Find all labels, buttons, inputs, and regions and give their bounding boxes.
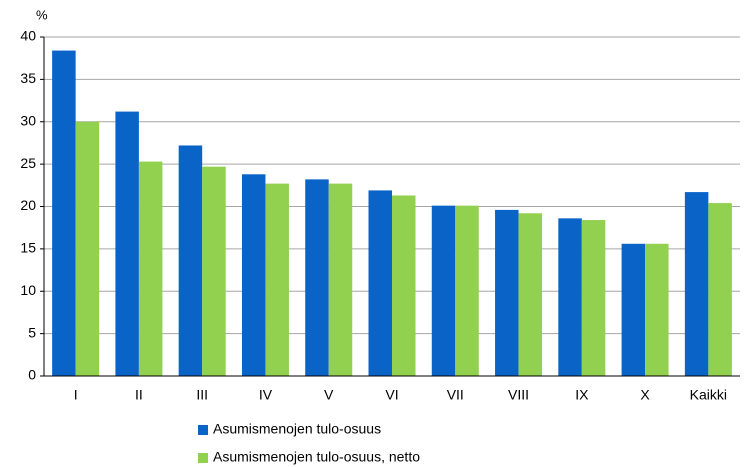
bar bbox=[328, 183, 353, 376]
y-tick-label: 25 bbox=[20, 155, 36, 171]
x-tick-label: Kaikki bbox=[690, 387, 727, 403]
y-tick-label: 35 bbox=[20, 70, 36, 86]
x-tick-label: I bbox=[74, 387, 78, 403]
x-tick-label: V bbox=[324, 387, 334, 403]
legend-label: Asumismenojen tulo-osuus, netto bbox=[213, 449, 420, 465]
x-tick-label: VII bbox=[447, 387, 464, 403]
bar bbox=[645, 243, 669, 376]
bar bbox=[115, 111, 139, 376]
bar bbox=[138, 161, 163, 376]
bar bbox=[392, 195, 416, 376]
bar bbox=[684, 192, 709, 376]
bar bbox=[581, 220, 606, 376]
bar bbox=[305, 179, 329, 376]
bar bbox=[495, 209, 519, 376]
y-tick-label: 40 bbox=[20, 28, 36, 44]
bar bbox=[241, 174, 266, 376]
bar bbox=[52, 50, 76, 377]
x-tick-label: VIII bbox=[508, 387, 529, 403]
x-tick-label: II bbox=[135, 387, 143, 403]
legend-swatch bbox=[198, 453, 208, 463]
bar bbox=[558, 218, 582, 376]
y-tick-label: 0 bbox=[28, 367, 36, 383]
y-tick-label: 20 bbox=[20, 197, 36, 213]
bar bbox=[368, 190, 392, 376]
bar bbox=[518, 213, 543, 376]
x-tick-label: X bbox=[640, 387, 650, 403]
bar bbox=[708, 203, 732, 376]
bar bbox=[178, 145, 203, 376]
legend-swatch bbox=[198, 425, 208, 435]
y-tick-label: 10 bbox=[20, 282, 36, 298]
y-tick-label: 15 bbox=[20, 240, 36, 256]
x-tick-label: IX bbox=[575, 387, 589, 403]
x-tick-label: IV bbox=[259, 387, 273, 403]
x-tick-label: VI bbox=[385, 387, 398, 403]
bar bbox=[202, 166, 226, 376]
y-tick-label: 5 bbox=[28, 324, 36, 340]
bar bbox=[621, 243, 646, 376]
bar bbox=[455, 205, 479, 376]
y-tick-label: 30 bbox=[20, 112, 36, 128]
y-axis-label: % bbox=[36, 7, 48, 22]
x-tick-label: III bbox=[196, 387, 208, 403]
bar bbox=[75, 121, 100, 376]
bar bbox=[431, 205, 456, 376]
bar bbox=[265, 183, 289, 376]
legend-label: Asumismenojen tulo-osuus bbox=[213, 421, 381, 437]
